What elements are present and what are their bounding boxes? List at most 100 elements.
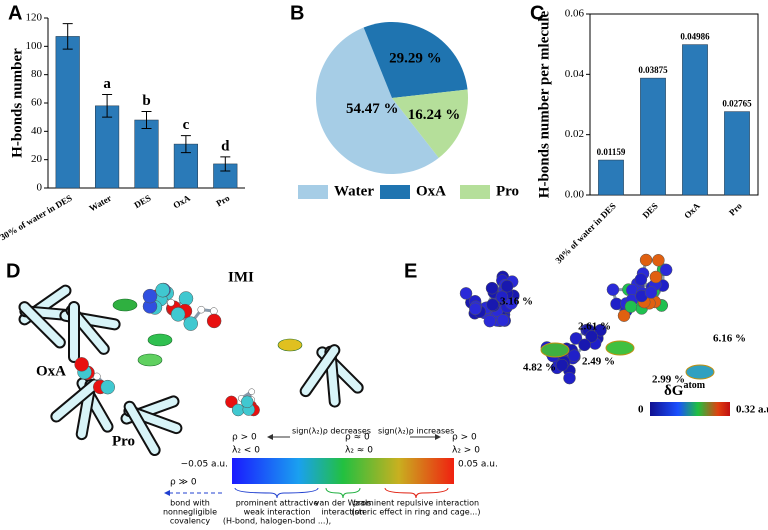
percent-label: 2.61 % [578,321,611,333]
colorbar [232,458,454,484]
atom [487,299,499,311]
atom [198,306,205,313]
y-tick-label: 100 [26,40,43,52]
panel-label: A [8,2,22,24]
scale-note: weak interaction [244,508,311,517]
atom [184,317,198,331]
significance-letter: d [221,138,230,154]
y-tick-label: 40 [31,125,43,137]
scale-note: (steric effect in ring and cage...) [352,508,481,517]
brace [326,488,360,498]
bar [640,78,665,195]
atom [556,359,568,371]
legend-label: OxA [416,183,446,199]
bar [682,45,707,195]
isosurface [541,343,569,357]
atom [249,389,255,395]
molecule-label: Pro [112,433,135,449]
atom [635,274,647,286]
isosurface [606,341,634,355]
isosurface [278,339,302,351]
atom [101,380,115,394]
isosurface [686,365,714,379]
x-tick-label: Pro [727,200,744,217]
atom [167,299,174,306]
scale-note: prominent repulsive interaction [353,499,479,508]
x-tick-label: 30% of water in DES [553,201,618,266]
atom [210,308,217,315]
brace [385,488,448,498]
atom [156,283,170,297]
molecule-label: IMI [228,269,254,285]
scale-text: ρ > 0 [232,433,257,443]
y-axis-label: H-bonds number per mlecule [536,10,552,198]
scale-text: ρ ≈ 0 [345,433,370,443]
atom [650,271,662,283]
scale-text: λ₂ < 0 [232,446,260,456]
percent-label: 2.49 % [582,356,615,368]
scale-note: (H-bond, halogen-bond ...), [223,517,331,526]
isosurface [113,299,137,311]
panel-label: E [404,260,417,282]
atom [207,314,221,328]
isosurface [138,354,162,366]
atom [179,292,193,306]
scale-text: 0.05 a.u. [458,460,498,470]
atom [241,396,253,408]
molecule-label: OxA [36,363,66,379]
atom [484,315,496,327]
scale-note: bond with [170,499,210,508]
atom [497,314,509,326]
panel-label: B [290,2,304,24]
scale-note: covalency [170,517,211,526]
scale-note: prominent attractive [236,499,319,508]
slice-label: 54.47 % [346,101,399,117]
scale-text: ρ > 0 [452,433,477,443]
y-tick-label: 120 [26,12,43,24]
colorbar-label: 0.32 a.u. [736,404,768,416]
y-axis-label: H-bonds number [9,48,25,158]
slice-label: 29.29 % [389,50,442,66]
atom [625,301,637,313]
y-tick-label: 60 [31,97,43,109]
y-tick-label: 80 [31,68,43,80]
atom [652,254,664,266]
y-tick-label: 0 [37,182,43,194]
value-label: 0.03875 [638,65,668,75]
atom [171,307,185,321]
significance-letter: c [183,117,190,133]
x-tick-label: DES [640,201,659,220]
colorbar-label: 0 [638,404,644,416]
scale-text: λ₂ > 0 [452,446,480,456]
bar [135,120,159,188]
stick [69,302,79,362]
atom [501,280,513,292]
y-tick-label: 0.00 [565,189,585,201]
significance-letter: a [103,76,111,92]
scale-text: λ₂ ≈ 0 [345,446,373,456]
bar [95,106,119,188]
x-tick-label: Pro [214,193,231,209]
percent-label: 4.82 % [523,362,556,374]
bar [56,36,80,188]
y-tick-label: 0.04 [565,68,585,80]
atom [568,350,580,362]
atom [143,289,157,303]
scale-notes: bond withnonnegligiblecovalencyprominent… [163,499,481,526]
atom [607,284,619,296]
panel-label: D [6,260,20,282]
y-tick-label: 20 [31,153,43,165]
slice-label: 16.24 % [408,107,461,123]
atom [640,254,652,266]
atom [579,339,591,351]
x-tick-label: DES [132,193,152,210]
atom [469,303,481,315]
legend-label: Water [334,183,374,199]
bar [724,112,749,195]
brace [235,488,318,498]
legend-swatch [460,185,490,199]
x-tick-label: 30% of water in DES [0,193,74,242]
legend-swatch [380,185,410,199]
atom [75,357,89,371]
